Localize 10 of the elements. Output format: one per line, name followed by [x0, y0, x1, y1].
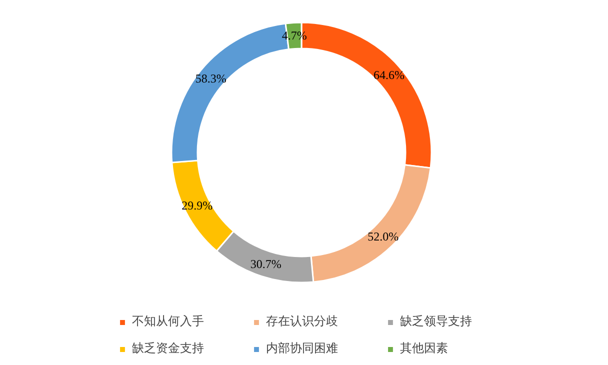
- legend-label: 内部协同困难: [266, 340, 339, 357]
- legend-label: 缺乏资金支持: [132, 340, 205, 357]
- data-label: 64.6%: [374, 68, 405, 82]
- data-label: 58.3%: [195, 71, 226, 86]
- data-label: 30.7%: [250, 256, 282, 271]
- legend-label: 存在认识分歧: [266, 313, 339, 330]
- legend-label: 不知从何入手: [132, 313, 205, 330]
- data-label: 52.0%: [368, 229, 399, 244]
- legend-label: 其他因素: [400, 340, 449, 357]
- legend-label: 缺乏领导支持: [400, 313, 473, 330]
